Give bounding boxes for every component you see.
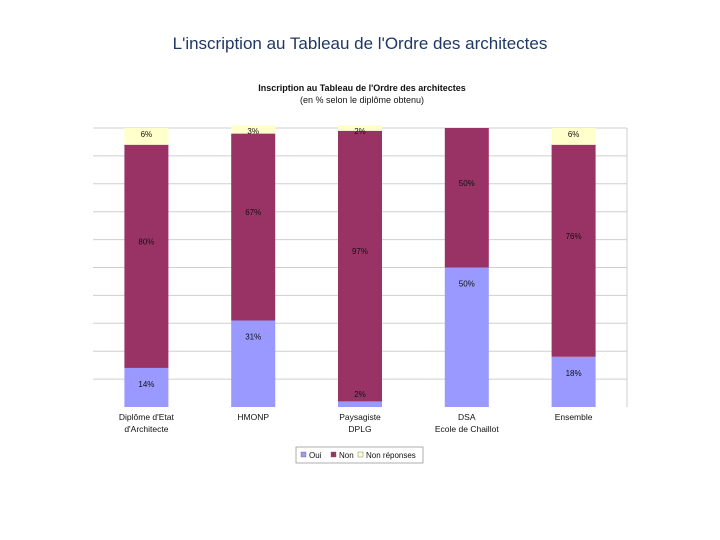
bar-segment xyxy=(444,128,489,268)
x-tick-label: Ensemble xyxy=(555,412,593,422)
slide-title: L'inscription au Tableau de l'Ordre des … xyxy=(172,34,548,53)
x-tick-label: DPLG xyxy=(348,424,371,434)
x-tick-label: d'Architecte xyxy=(124,424,168,434)
legend-swatch xyxy=(300,451,307,458)
bar-segment xyxy=(231,125,276,134)
legend-label: Oui xyxy=(309,451,322,460)
data-label: 76% xyxy=(566,232,582,241)
data-labels: 14% 80% 6% 31% 67% 3% 2% 97% 2% 50% 50% 18% 76% 6% xyxy=(138,127,581,399)
chart-subtitle: (en % selon le diplôme obtenu) xyxy=(300,95,424,105)
bar-segment xyxy=(124,144,169,368)
data-label: 18% xyxy=(566,369,582,378)
x-tick-label: Diplôme d'Etat xyxy=(119,412,175,422)
bars xyxy=(124,125,596,407)
data-label: 6% xyxy=(141,130,153,139)
bar-segment xyxy=(338,130,382,402)
data-label: 67% xyxy=(245,208,261,217)
bar-segment xyxy=(231,320,276,407)
x-tick-label: HMONP xyxy=(237,412,269,422)
data-label: 50% xyxy=(459,280,475,289)
x-tick-label: DSA xyxy=(458,412,476,422)
data-label: 3% xyxy=(247,127,259,136)
data-label: 50% xyxy=(459,179,475,188)
data-label: 31% xyxy=(245,333,261,342)
bar-segment xyxy=(551,356,596,407)
legend-swatch xyxy=(357,451,364,458)
legend: Oui Non Non réponses xyxy=(295,446,424,464)
bar-segment xyxy=(231,133,276,321)
bar-segment xyxy=(124,367,169,407)
bar-segment xyxy=(338,125,382,131)
data-label: 14% xyxy=(138,380,154,389)
bar-segment xyxy=(124,128,169,145)
data-label: 2% xyxy=(354,127,366,136)
chart-title: Inscription au Tableau de l'Ordre des ar… xyxy=(258,83,466,93)
bar-segment xyxy=(551,128,596,145)
bar-segment xyxy=(551,144,596,357)
data-label: 80% xyxy=(138,237,154,246)
legend-label: Non réponses xyxy=(366,451,416,460)
legend-label: Non xyxy=(339,451,354,460)
bar-segment xyxy=(444,267,489,407)
legend-swatch xyxy=(330,451,337,458)
data-label: 97% xyxy=(352,247,368,256)
x-tick-label: Ecole de Chaillot xyxy=(435,424,499,434)
x-axis: Diplôme d'Etat d'Architecte HMONP Paysagist… xyxy=(119,412,593,434)
x-tick-label: Paysagiste xyxy=(339,412,381,422)
data-label: 2% xyxy=(354,390,366,399)
bar-segment xyxy=(338,401,382,407)
data-label: 6% xyxy=(568,130,580,139)
